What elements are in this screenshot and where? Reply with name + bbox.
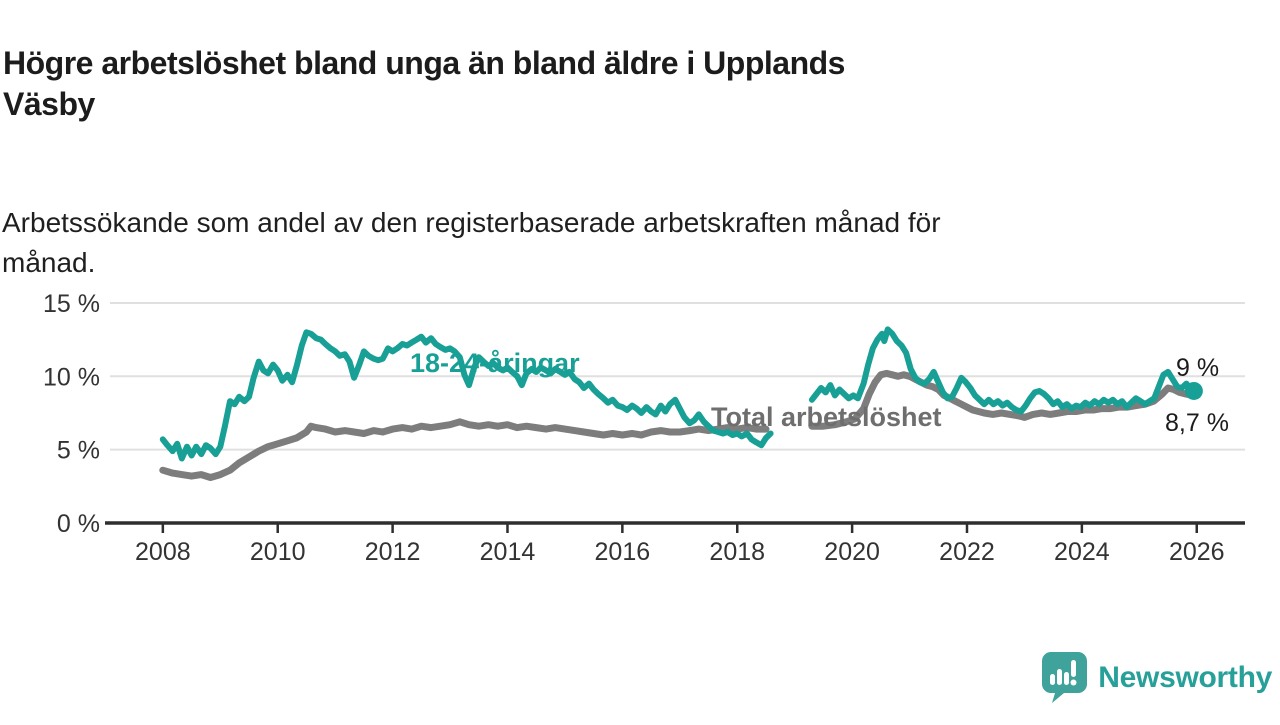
x-tick-label: 2022 [939,538,995,566]
y-tick-label: 0 % [57,510,100,538]
x-tick-label: 2018 [709,538,765,566]
x-tick-label: 2020 [824,538,880,566]
x-tick-label: 2010 [250,538,306,566]
x-tick-label: 2024 [1054,538,1110,566]
series-line-total-arbetslöshet [159,418,770,481]
series-label-youth: 18-24-åringar [410,348,580,378]
x-tick-label: 2012 [365,538,421,566]
x-tick-label: 2016 [595,538,651,566]
y-tick-label: 15 % [43,290,100,318]
series-line-18-24-åringar [808,326,1197,415]
page-title: Högre arbetslöshet bland unga än bland ä… [3,43,1263,124]
series-line-18-24-åringar [159,329,774,462]
page-subtitle-line2: månad. [2,246,96,278]
newsworthy-branding: Newsworthy [1041,651,1272,704]
x-tick-label: 2014 [480,538,536,566]
newsworthy-logo-text: Newsworthy [1098,660,1272,694]
end-value-total: 8,7 % [1165,409,1229,437]
series-label-total: Total arbetslöshet [711,402,942,432]
y-tick-label: 10 % [43,363,100,391]
y-tick-label: 5 % [57,437,100,465]
series-end-dot [1184,381,1203,400]
x-tick-label: 2026 [1169,538,1225,566]
x-tick-label: 2008 [135,538,191,566]
newsworthy-logo-icon [1042,652,1088,703]
page-title-line1: Högre arbetslöshet bland unga än bland ä… [3,45,845,82]
page-subtitle: Arbetssökande som andel av den registerb… [2,203,1182,283]
page-title-line2: Väsby [3,86,95,123]
page-subtitle-line1: Arbetssökande som andel av den registerb… [2,207,941,238]
end-value-youth: 9 % [1176,354,1219,382]
